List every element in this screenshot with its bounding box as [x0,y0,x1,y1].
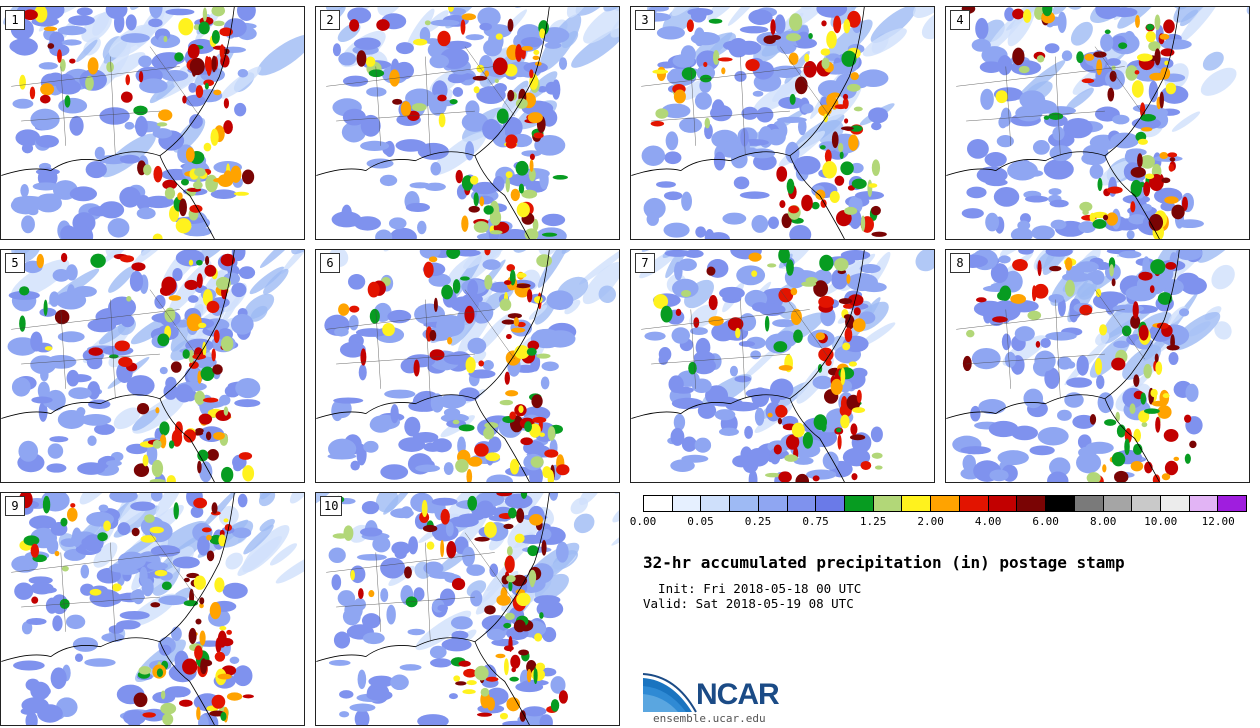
precip-map [1,250,304,482]
member-number: 10 [320,496,343,516]
member-panel-4: 4 [945,6,1250,240]
precip-map [316,493,619,725]
colorbar-tick: 0.00 [629,515,657,528]
plot-title: 32-hr accumulated precipitation (in) pos… [643,553,1125,572]
colorbar-swatch [1017,496,1047,511]
ncar-logo-text: NCAR [696,678,780,711]
precip-map [631,7,934,239]
site-url: ensemble.ucar.edu [653,712,766,725]
member-number: 1 [5,10,25,30]
precipitation-colorbar [643,495,1247,512]
colorbar-swatch [988,496,1018,511]
colorbar-tick: 6.00 [1032,515,1059,528]
member-panel-3: 3 [630,6,935,240]
member-number: 5 [5,253,25,273]
precip-map [1,493,304,725]
colorbar-tick: 1.25 [859,515,887,528]
colorbar-swatch [1218,496,1247,511]
colorbar-swatch [873,496,903,511]
colorbar-swatch [730,496,759,511]
member-number: 2 [320,10,340,30]
colorbar-swatch [902,496,932,511]
member-panel-5: 5 [0,249,305,483]
colorbar-swatch [644,496,673,511]
colorbar-tick: 10.00 [1144,515,1178,528]
precip-map [1,7,304,239]
colorbar-tick: 0.05 [687,515,714,528]
colorbar-swatch [1189,496,1219,511]
colorbar-swatch [672,496,702,511]
colorbar-swatch [787,496,817,511]
colorbar-swatch [1103,496,1133,511]
precip-map [631,250,934,482]
member-number: 8 [950,253,970,273]
precip-map [946,7,1249,239]
member-panel-2: 2 [315,6,620,240]
colorbar-swatch [1132,496,1161,511]
member-panel-6: 6 [315,249,620,483]
member-number: 9 [5,496,25,516]
colorbar-swatch [758,496,788,511]
colorbar-swatch [845,496,874,511]
init-time: Init: Fri 2018-05-18 00 UTC [643,581,862,596]
colorbar-swatch [1046,496,1075,511]
member-panel-10: 10 [315,492,620,726]
colorbar-swatch [931,496,960,511]
colorbar-tick: 12.00 [1201,515,1235,528]
colorbar-tick: 0.75 [802,515,829,528]
member-panel-9: 9 [0,492,305,726]
colorbar-tick: 8.00 [1089,515,1117,528]
member-number: 3 [635,10,655,30]
precip-map [316,250,619,482]
colorbar-tick: 4.00 [974,515,1002,528]
precip-map [316,7,619,239]
member-number: 4 [950,10,970,30]
colorbar-tick: 2.00 [917,515,944,528]
member-number: 6 [320,253,340,273]
colorbar-swatch [1160,496,1190,511]
colorbar-tick: 0.25 [744,515,772,528]
ncar-logo-icon [642,673,697,713]
member-number: 7 [635,253,655,273]
colorbar-swatch [959,496,989,511]
colorbar-swatch [1074,496,1104,511]
member-panel-8: 8 [945,249,1250,483]
member-panel-1: 1 [0,6,305,240]
precip-map [946,250,1243,482]
member-panel-7: 7 [630,249,935,483]
colorbar-swatch [816,496,846,511]
colorbar-swatch [701,496,731,511]
valid-time: Valid: Sat 2018-05-19 08 UTC [643,596,854,611]
